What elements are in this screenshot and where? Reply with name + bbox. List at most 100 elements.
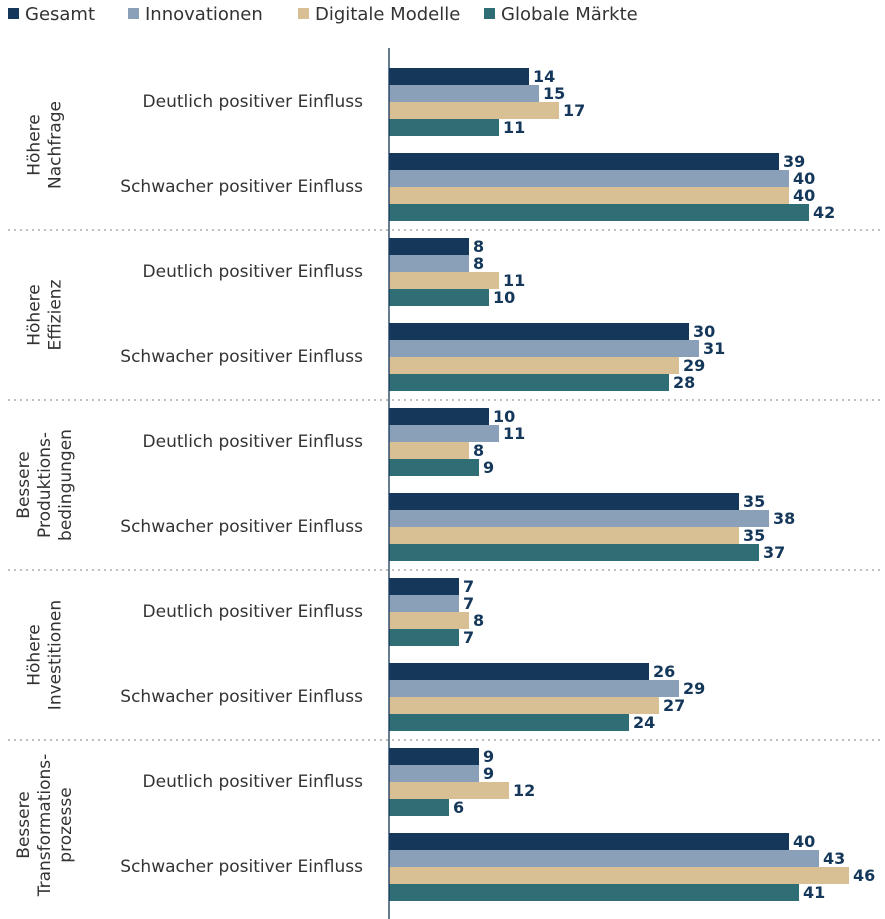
bar <box>389 357 679 374</box>
value-label: 17 <box>563 101 585 120</box>
group-label: Transformations- <box>35 754 55 898</box>
value-label: 37 <box>763 543 785 562</box>
category-label: Deutlich positiver Einfluss <box>143 92 364 112</box>
bar <box>389 527 739 544</box>
legend-label: Gesamt <box>25 4 95 25</box>
bar <box>389 153 779 170</box>
bar <box>389 187 789 204</box>
category-label: Schwacher positiver Einfluss <box>120 177 363 197</box>
bar <box>389 459 479 476</box>
value-label: 6 <box>453 798 464 817</box>
group-label: Investitionen <box>46 600 66 710</box>
bar <box>389 748 479 765</box>
group-label: Bessere <box>14 451 34 518</box>
bar <box>389 204 809 221</box>
bar <box>389 374 669 391</box>
value-label: 46 <box>853 866 875 885</box>
value-label: 40 <box>793 832 815 851</box>
value-label: 8 <box>473 441 484 460</box>
bar <box>389 544 759 561</box>
bar <box>389 867 849 884</box>
bar <box>389 289 489 306</box>
value-label: 42 <box>813 203 835 222</box>
bar <box>389 629 459 646</box>
value-label: 35 <box>743 492 765 511</box>
value-label: 26 <box>653 662 675 681</box>
value-label: 30 <box>693 322 715 341</box>
legend-swatch <box>484 8 495 19</box>
bar <box>389 442 469 459</box>
group-label: Höhere <box>25 284 45 346</box>
group-label: Produktions- <box>35 432 55 538</box>
value-label: 38 <box>773 509 795 528</box>
value-label: 9 <box>483 458 494 477</box>
bar <box>389 697 659 714</box>
bar <box>389 799 449 816</box>
bar <box>389 85 539 102</box>
bar <box>389 884 799 901</box>
legend-label: Innovationen <box>145 4 263 25</box>
value-label: 11 <box>503 271 525 290</box>
category-label: Schwacher positiver Einfluss <box>120 687 363 707</box>
value-label: 27 <box>663 696 685 715</box>
value-label: 29 <box>683 679 705 698</box>
value-label: 24 <box>633 713 655 732</box>
value-label: 7 <box>463 628 474 647</box>
value-label: 10 <box>493 288 515 307</box>
bar <box>389 663 649 680</box>
legend-swatch <box>8 8 19 19</box>
bar <box>389 323 689 340</box>
bar <box>389 68 529 85</box>
value-label: 8 <box>473 611 484 630</box>
value-label: 28 <box>673 373 695 392</box>
bar <box>389 255 469 272</box>
value-label: 31 <box>703 339 725 358</box>
group-label: Nachfrage <box>46 101 66 189</box>
value-label: 29 <box>683 356 705 375</box>
bar <box>389 680 679 697</box>
value-label: 12 <box>513 781 535 800</box>
group-label: Bessere <box>14 791 34 858</box>
bar <box>389 493 739 510</box>
value-label: 35 <box>743 526 765 545</box>
group-label: bedingungen <box>56 429 76 541</box>
value-label: 43 <box>823 849 845 868</box>
value-label: 14 <box>533 67 555 86</box>
category-label: Schwacher positiver Einfluss <box>120 857 363 877</box>
bar <box>389 119 499 136</box>
legend-swatch <box>128 8 139 19</box>
value-label: 40 <box>793 186 815 205</box>
bar <box>389 595 459 612</box>
category-label: Deutlich positiver Einfluss <box>143 432 364 452</box>
value-label: 8 <box>473 254 484 273</box>
bar <box>389 102 559 119</box>
group-label: Höhere <box>25 114 45 176</box>
legend-label: Globale Märkte <box>501 4 638 25</box>
legend-swatch <box>298 8 309 19</box>
legend-label: Digitale Modelle <box>315 4 460 25</box>
category-label: Schwacher positiver Einfluss <box>120 517 363 537</box>
value-label: 7 <box>463 594 474 613</box>
category-label: Deutlich positiver Einfluss <box>143 772 364 792</box>
group-label: Effizienz <box>46 279 66 350</box>
bar <box>389 425 499 442</box>
bar <box>389 765 479 782</box>
bar <box>389 578 459 595</box>
value-label: 10 <box>493 407 515 426</box>
bar <box>389 238 469 255</box>
bar <box>389 782 509 799</box>
value-label: 15 <box>543 84 565 103</box>
bar <box>389 272 499 289</box>
value-label: 7 <box>463 577 474 596</box>
group-label: Höhere <box>25 624 45 686</box>
bar <box>389 340 699 357</box>
bar <box>389 714 629 731</box>
category-label: Deutlich positiver Einfluss <box>143 262 364 282</box>
value-label: 40 <box>793 169 815 188</box>
group-label: prozesse <box>56 787 76 862</box>
value-label: 9 <box>483 764 494 783</box>
value-label: 11 <box>503 118 525 137</box>
bar <box>389 170 789 187</box>
value-label: 11 <box>503 424 525 443</box>
